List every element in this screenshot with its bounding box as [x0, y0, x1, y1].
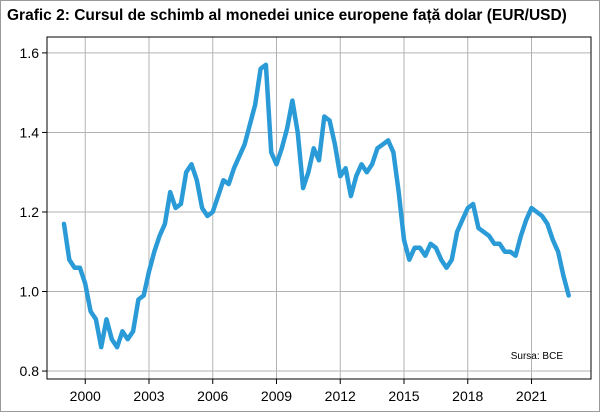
y-tick-label: 0.8: [20, 363, 40, 379]
x-tick-label: 2006: [197, 388, 228, 404]
y-tick-label: 1.0: [20, 284, 40, 300]
x-tick-label: 2018: [452, 388, 483, 404]
x-tick-label: 2015: [388, 388, 419, 404]
y-tick-label: 1.4: [20, 124, 40, 140]
series-line-0: [61, 62, 571, 350]
x-tick-label: 2012: [325, 388, 356, 404]
plot-border: [46, 36, 592, 380]
y-tick-label: 1.2: [20, 204, 40, 220]
chart-title: Grafic 2: Cursul de schimb al monedei un…: [7, 7, 567, 24]
y-tick-label: 1.6: [20, 45, 40, 61]
source-label: Sursa: BCE: [511, 351, 564, 362]
x-tick-label: 2000: [70, 388, 101, 404]
x-tick-label: 2009: [261, 388, 292, 404]
x-tick-label: 2003: [133, 388, 164, 404]
x-tick-label: 2021: [516, 388, 547, 404]
